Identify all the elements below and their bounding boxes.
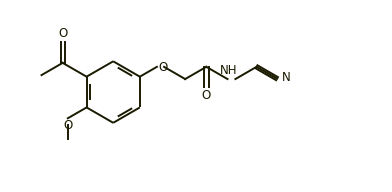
Text: O: O [202,89,211,102]
Text: O: O [58,27,67,40]
Text: N: N [282,71,290,84]
Text: O: O [158,61,168,74]
Text: O: O [63,119,73,132]
Text: NH: NH [220,64,237,77]
